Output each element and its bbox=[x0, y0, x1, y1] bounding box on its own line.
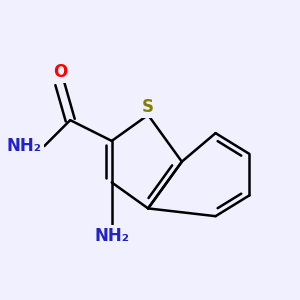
Text: O: O bbox=[53, 63, 67, 81]
Text: NH₂: NH₂ bbox=[7, 137, 42, 155]
Text: S: S bbox=[142, 98, 154, 116]
Text: NH₂: NH₂ bbox=[94, 226, 129, 244]
